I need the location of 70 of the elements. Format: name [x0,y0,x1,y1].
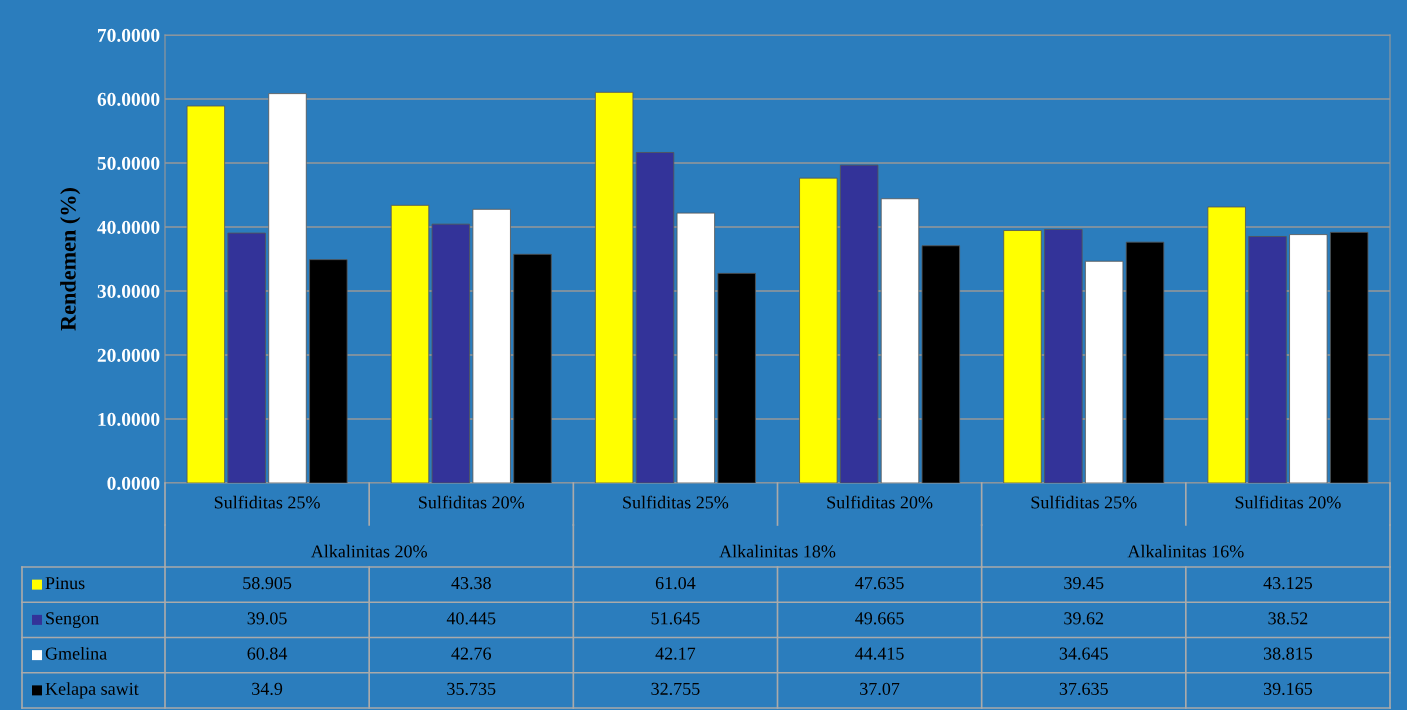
data-label: 34.645 [1059,647,1108,660]
data-label: 60.84 [247,647,288,660]
legend-label: Gmelina [45,646,107,660]
data-label: 58.905 [243,576,292,590]
bar [472,208,511,483]
y-tick-label: 50.0000 [97,156,160,171]
bar [1003,230,1042,483]
data-label: 44.415 [855,647,904,660]
text: Alkalinitas 16% [1127,544,1244,558]
bar [594,91,634,483]
bar [839,164,879,483]
x-tick-label: Sulfiditas 20% [827,495,933,509]
y-tick-label: 40.0000 [97,220,160,235]
bar [676,212,716,483]
legend-label: Sengon [46,612,99,629]
bar [513,253,552,483]
bar [268,93,307,483]
bar [1207,206,1246,483]
data-label: 51.645 [651,612,700,625]
data-label: 42.17 [655,647,696,660]
data-label: 39.165 [1263,682,1313,695]
data-label: 43.38 [451,576,491,590]
x-tick-label: Sulfiditas 25% [214,495,320,509]
data-label: 47.635 [855,577,904,590]
y-axis-title: Rendemen (%) [60,188,81,331]
x-tick-label: Sulfiditas 20% [419,495,525,509]
bar [309,259,348,483]
data-label: 37.635 [1059,682,1108,695]
data-label: 40.445 [446,612,496,625]
data-label: 42.76 [451,647,492,660]
data-label: 35.735 [447,682,496,695]
y-tick-label: 30.0000 [97,284,160,299]
bar [1084,260,1124,483]
x-tick-label: Sulfiditas 25% [623,495,729,509]
bar [1044,229,1083,483]
data-label: 39.62 [1064,612,1104,625]
x-tick-label: Sulfiditas 20% [1235,495,1341,509]
y-tick-label: 70.0000 [98,28,160,43]
y-tick-label: 20.0000 [97,348,160,363]
bar [186,105,226,483]
data-label: 39.05 [247,612,287,625]
legend-label: Kelapa sawit [45,682,139,699]
bar [717,272,756,483]
data-label: 43.125 [1263,577,1313,590]
legend-label: Pinus [45,577,85,590]
data-label: 37.07 [860,682,900,695]
bar [921,245,961,483]
bar [635,152,675,483]
y-tick-label: 0.0000 [107,476,160,491]
text: Alkalinitas 18% [719,544,836,558]
text: Alkalinitas 20% [310,544,427,558]
bar [431,223,471,483]
data-label: 49.665 [855,612,904,625]
bar [1248,236,1287,483]
bar [227,232,266,483]
y-tick-label: 60.0000 [97,92,160,107]
data-label: 38.52 [1268,612,1308,625]
x-tick-label: Sulfiditas 25% [1031,495,1137,509]
data-label: 32.755 [651,682,700,695]
bar [880,198,920,483]
data-label: 39.45 [1064,577,1104,590]
data-label: 61.04 [655,576,696,590]
data-label: 34.9 [252,682,283,695]
bar [1289,234,1328,483]
bar [799,177,838,483]
bar [390,204,430,483]
y-tick-label: 10.0000 [98,412,160,427]
bar [1329,231,1369,483]
data-label: 38.815 [1263,647,1313,660]
bar [1125,241,1165,483]
